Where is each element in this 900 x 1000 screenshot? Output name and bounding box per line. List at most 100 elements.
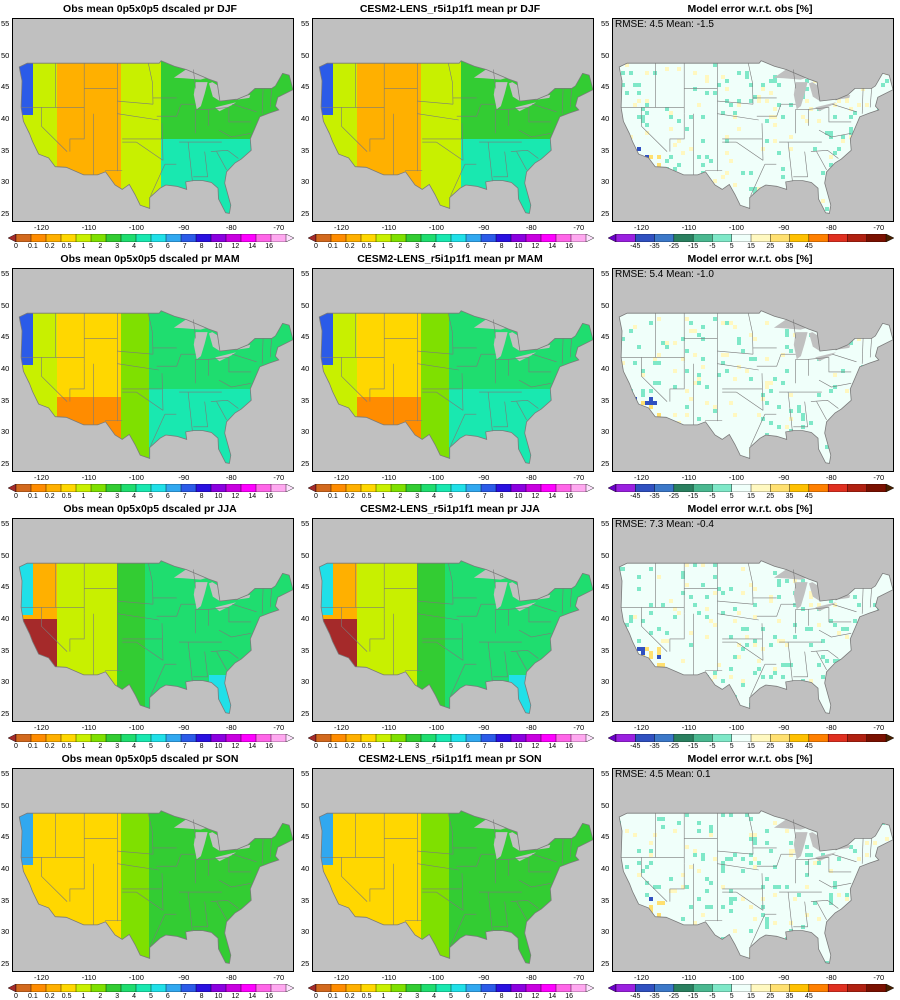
state-border <box>450 664 466 696</box>
lat-tick-label: 45 <box>601 582 611 591</box>
state-border <box>341 357 368 402</box>
colorbar-label: 4 <box>432 743 436 750</box>
colorbar-label: 4 <box>132 743 136 750</box>
state-border <box>150 414 166 446</box>
great-lake-3 <box>515 102 537 112</box>
state-border <box>448 313 454 355</box>
state-border <box>417 350 454 355</box>
colorbar-swatch <box>731 734 752 742</box>
colorbar-swatch <box>450 484 467 492</box>
colorbar-swatch <box>60 234 77 242</box>
colorbar-label: -45 <box>630 243 640 250</box>
lon-tick-label: -80 <box>826 223 837 232</box>
colorbar-swatch <box>635 484 656 492</box>
state-border <box>150 914 166 946</box>
panel-diff-son: Model error w.r.t. obs [%] RMSE: 4.5 Mean… <box>600 750 900 1000</box>
diff-colorbar <box>608 484 894 492</box>
lat-tick-label: 35 <box>301 146 311 155</box>
map-svg <box>318 810 593 964</box>
map-svg <box>618 310 893 464</box>
colorbar-swatch <box>450 984 467 992</box>
state-border <box>532 353 557 363</box>
state-border <box>818 629 852 638</box>
lon-tick-label: -110 <box>682 973 696 982</box>
great-lake-3 <box>215 602 237 612</box>
lat-tick-label: 35 <box>301 646 311 655</box>
colorbar-label: 7 <box>483 493 487 500</box>
state-border <box>448 63 454 105</box>
lat-tick-label: 45 <box>301 832 311 841</box>
map-frame <box>312 518 594 722</box>
state-border <box>193 901 208 928</box>
colorbar-swatch <box>827 984 848 992</box>
great-lake-1 <box>493 332 508 360</box>
colorbar-label: 8 <box>200 743 204 750</box>
colorbar-label: 25 <box>766 993 774 1000</box>
colorbar-label: 5 <box>149 993 153 1000</box>
state-border <box>508 107 529 110</box>
state-border <box>816 151 827 171</box>
colorbar-label: 3 <box>415 743 419 750</box>
state-border <box>210 899 239 909</box>
colorbar-swatch <box>654 984 675 992</box>
panel-title: Obs mean 0p5x0p5 dscaled pr MAM <box>0 253 300 265</box>
state-border <box>41 357 68 402</box>
lon-tick-label: -70 <box>873 973 884 982</box>
state-border <box>117 363 159 371</box>
lon-tick-label: -110 <box>682 473 696 482</box>
colorbar-swatch <box>45 734 62 742</box>
panel-model-mam: CESM2-LENS_r5i1p1f1 mean pr MAM 55 50 45 40 3… <box>300 250 600 500</box>
state-border <box>828 107 852 123</box>
state-border <box>736 141 764 161</box>
state-border <box>156 604 182 617</box>
colorbar-swatch <box>866 734 887 742</box>
lat-tick-label: 45 <box>1 332 11 341</box>
colorbar-label: 16 <box>565 743 573 750</box>
precip-colorbar <box>8 484 294 492</box>
colorbar-swatch <box>555 984 572 992</box>
colorbar-swatch <box>375 234 392 242</box>
state-border <box>750 414 766 446</box>
state-border <box>269 88 272 108</box>
state-border <box>148 313 154 355</box>
colorbar-label: 14 <box>248 743 256 750</box>
colorbar-label: 35 <box>786 993 794 1000</box>
state-border <box>269 588 272 608</box>
state-border <box>793 401 808 428</box>
state-border <box>369 363 385 402</box>
lat-tick-label: 50 <box>301 551 311 560</box>
great-lake-2 <box>809 82 824 102</box>
state-border <box>417 363 459 371</box>
colorbar-swatch <box>105 484 122 492</box>
colorbar-swatch <box>75 484 92 492</box>
lat-tick-label: 30 <box>1 677 11 686</box>
state-border <box>787 142 793 182</box>
state-border <box>816 651 827 671</box>
colorbar-label: 7 <box>483 743 487 750</box>
colorbar-swatch <box>240 234 257 242</box>
map-svg <box>618 560 893 714</box>
colorbar-swatch <box>847 734 868 742</box>
colorbar-swatch <box>255 984 272 992</box>
panel-title: Model error w.r.t. obs [%] <box>600 503 900 515</box>
lat-tick-label: 50 <box>301 51 311 60</box>
colorbar-swatch <box>465 234 482 242</box>
error-stats: RMSE: 7.3 Mean: -0.4 <box>615 519 714 530</box>
lat-tick-label: 50 <box>601 551 611 560</box>
lat-tick-label: 30 <box>1 927 11 936</box>
precip-colorbar <box>8 734 294 742</box>
state-border <box>41 857 68 902</box>
colorbar-swatch <box>847 984 868 992</box>
state-border <box>208 857 229 860</box>
state-border <box>436 141 464 161</box>
colorbar-swatch <box>225 734 242 742</box>
lon-tick-label: -100 <box>129 473 144 482</box>
colorbar-label: 1 <box>382 743 386 750</box>
lat-tick-label: 55 <box>601 269 611 278</box>
great-lake-2 <box>509 82 524 102</box>
error-stats: RMSE: 5.4 Mean: -1.0 <box>615 269 714 280</box>
map-frame <box>312 768 594 972</box>
lon-tick-label: -100 <box>429 223 444 232</box>
state-border <box>136 141 164 161</box>
map-frame <box>12 268 294 472</box>
